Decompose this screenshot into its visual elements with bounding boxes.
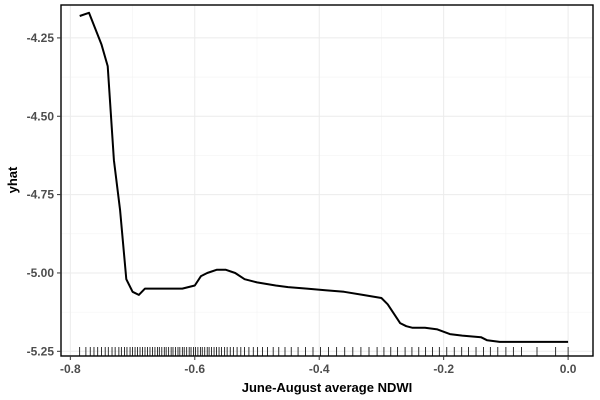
y-tick-label: -4.50 — [27, 109, 55, 123]
rug-marks — [79, 347, 569, 356]
y-tick-label: -4.25 — [27, 31, 55, 45]
x-tick-label: -0.2 — [433, 362, 454, 376]
x-tick-label: -0.6 — [184, 362, 205, 376]
y-tick-label: -5.00 — [27, 266, 55, 280]
y-axis-ticks: -4.25 -4.50 -4.75 -5.00 -5.25 — [27, 31, 61, 358]
x-tick-label: 0.0 — [560, 362, 577, 376]
series-line — [79, 11, 569, 343]
x-tick-label: -0.8 — [60, 362, 81, 376]
panel-border — [60, 4, 594, 357]
y-tick-label: -4.75 — [27, 188, 55, 202]
minor-gridlines — [61, 5, 593, 356]
x-axis-title: June-August average NDWI — [242, 380, 412, 395]
y-axis-title: yhat — [5, 166, 20, 193]
x-axis-ticks: -0.8 -0.6 -0.4 -0.2 0.0 — [60, 356, 577, 376]
major-gridlines — [61, 5, 593, 356]
y-tick-label: -5.25 — [27, 344, 55, 358]
x-tick-label: -0.4 — [309, 362, 330, 376]
